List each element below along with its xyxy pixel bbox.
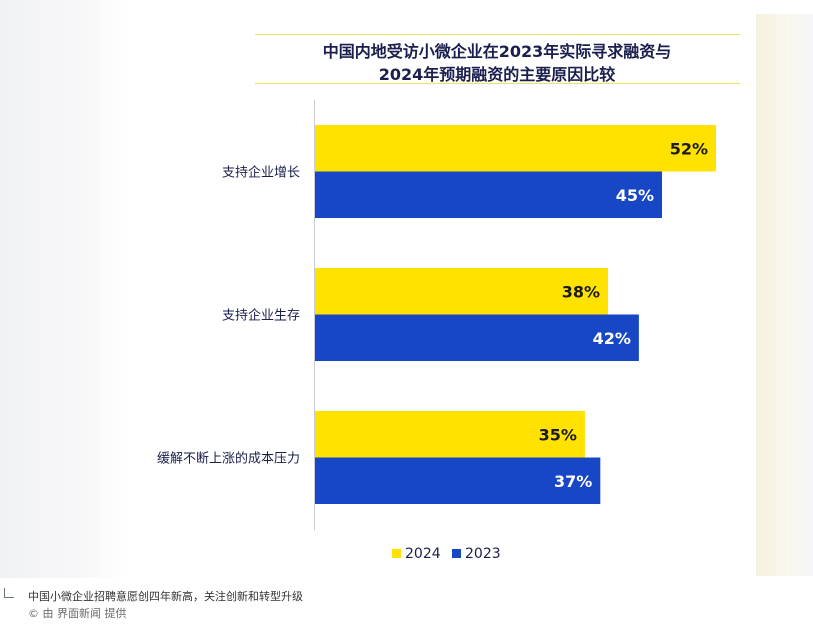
legend-swatch-2024 xyxy=(392,549,401,558)
bar-2023-1 xyxy=(315,171,663,218)
category-label-2: 支持企业生存 xyxy=(222,308,300,324)
caption-corner-icon xyxy=(4,588,14,598)
legend-swatch-2023 xyxy=(452,549,461,558)
chart-title-line-1: 中国内地受访小微企业在2023年实际寻求融资与 xyxy=(322,42,672,61)
data-label-2023-3: 37% xyxy=(554,472,592,491)
bar-2023-2 xyxy=(315,314,639,361)
data-label-2024-1: 52% xyxy=(670,139,708,158)
bar-chart: 52% 45% 支持企业增长 38% 42% 支持企业生存 35% 37% 缓解不断上涨的成本压… xyxy=(157,100,716,562)
data-label-2023-1: 45% xyxy=(616,186,654,205)
caption-credit: © 由 界面新闻 提供 xyxy=(28,607,127,620)
image-caption: 中国小微企业招聘意愿创四年新高，关注创新和转型升级 © 由 界面新闻 提供 xyxy=(0,584,813,633)
category-label-3: 缓解不断上涨的成本压力 xyxy=(157,451,300,467)
legend-label-2024: 2024 xyxy=(405,546,441,562)
bar-2024-2 xyxy=(315,268,609,315)
page-background-right xyxy=(756,14,813,576)
bar-2024-1 xyxy=(315,125,716,172)
page-background-left xyxy=(0,0,126,578)
data-label-2023-2: 42% xyxy=(593,329,631,348)
bar-2023-3 xyxy=(315,457,601,504)
title-bottom-rule xyxy=(255,83,740,84)
title-top-rule xyxy=(255,34,740,35)
legend-label-2023: 2023 xyxy=(465,546,501,562)
chart-title-line-2: 2024年预期融资的主要原因比较 xyxy=(378,65,616,84)
category-label-1: 支持企业增长 xyxy=(222,165,300,181)
chart-title: 中国内地受访小微企业在2023年实际寻求融资与 2024年预期融资的主要原因比较 xyxy=(262,40,732,86)
caption-text: 中国小微企业招聘意愿创四年新高，关注创新和转型升级 xyxy=(28,590,303,603)
bar-2024-3 xyxy=(315,411,585,458)
data-label-2024-2: 38% xyxy=(562,282,600,301)
data-label-2024-3: 35% xyxy=(539,425,577,444)
